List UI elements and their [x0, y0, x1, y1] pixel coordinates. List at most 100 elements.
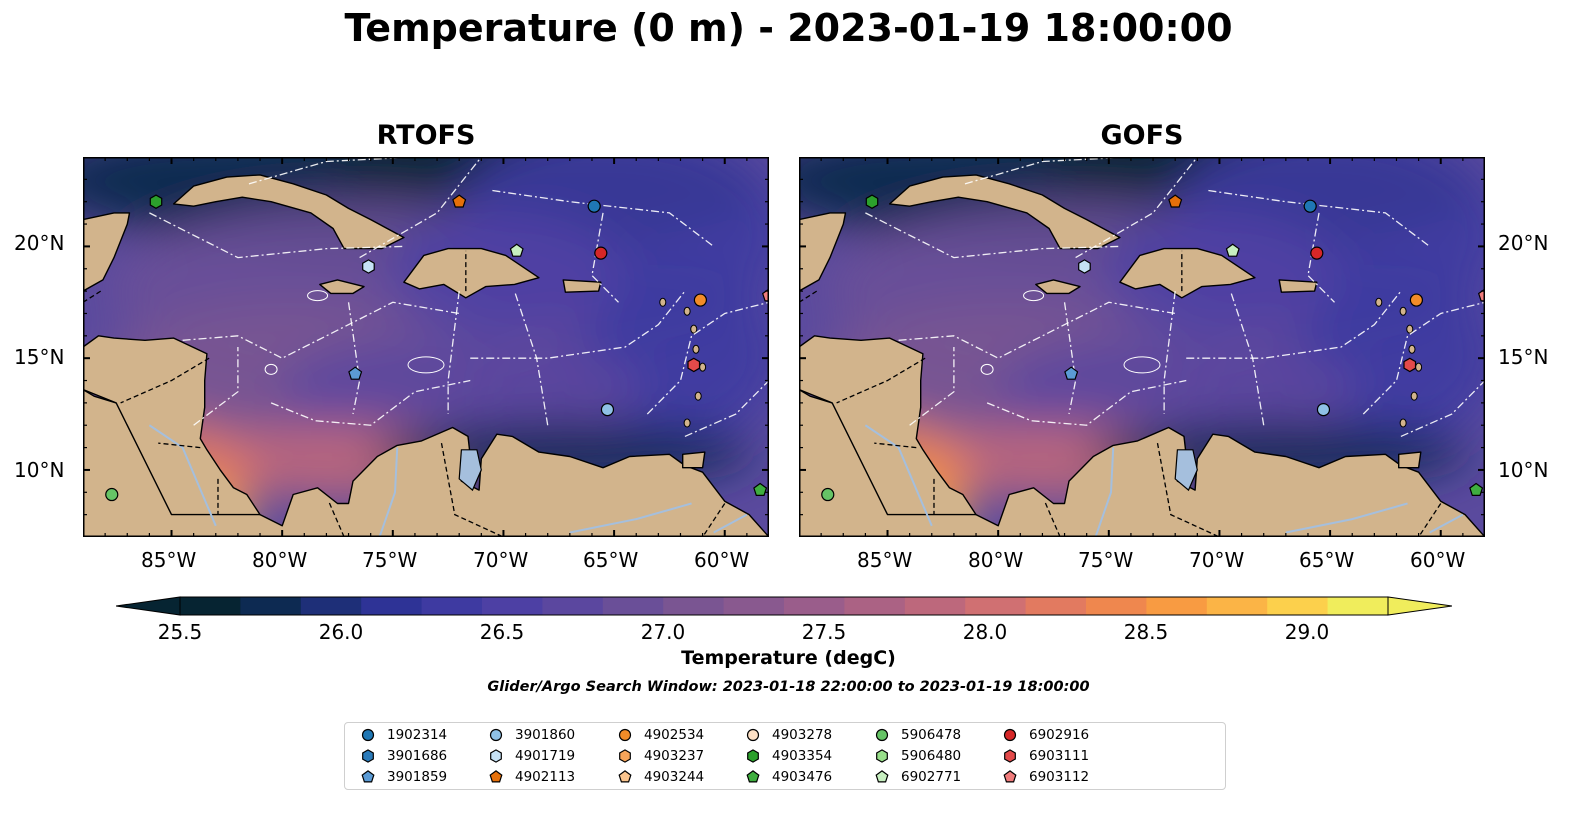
eez-boundary: [1163, 291, 1176, 415]
land-central-america: [83, 335, 261, 516]
lon-tick-label: 75°W: [362, 548, 418, 572]
legend-item: 4903354: [746, 748, 832, 764]
legend-item: 5906480: [875, 748, 961, 764]
legend-label: 1902314: [387, 727, 448, 743]
river: [1429, 513, 1464, 534]
legend-symbol: [746, 728, 760, 742]
land-hispaniola: [403, 247, 540, 299]
float-marker-5906478: [821, 487, 835, 502]
colorbar-segment: [1206, 597, 1268, 615]
legend-label: 6902771: [901, 769, 962, 785]
float-marker-1902314: [587, 199, 601, 213]
colorbar-segment: [904, 597, 966, 615]
river: [378, 447, 399, 537]
legend-label: 4903278: [772, 727, 833, 743]
lat-tick-label: 20°N: [1498, 231, 1549, 255]
land-yucatan: [799, 212, 847, 292]
lon-tick-label: 70°W: [1189, 548, 1245, 572]
legend-marker-pentagon: [489, 770, 503, 783]
contour-outline: [407, 356, 445, 374]
colorbar-segment: [300, 597, 362, 615]
legend-item: 4903244: [618, 769, 704, 785]
eez-boundary: [149, 212, 404, 259]
legend-item: 1902314: [361, 727, 447, 743]
colorbar-segment: [542, 597, 604, 615]
float-marker-4903354: [865, 194, 879, 209]
colorbar-tick-label: 26.5: [479, 620, 525, 644]
lon-tick-label: 85°W: [141, 548, 197, 572]
eez-boundary: [447, 291, 460, 415]
colorbar-segment: [482, 597, 543, 615]
eez-boundary: [986, 379, 1187, 426]
land-puerto-rico: [1278, 279, 1318, 293]
country-border: [328, 500, 345, 537]
legend-symbol: [875, 728, 889, 742]
float-marker-6902916: [594, 246, 608, 260]
country-border: [1418, 503, 1442, 537]
legend-marker-pentagon: [1003, 770, 1017, 783]
legend-symbol: [875, 770, 889, 783]
lon-tick-label: 80°W: [252, 548, 308, 572]
lon-tick-label: 65°W: [583, 548, 639, 572]
contour-outline: [980, 363, 994, 375]
colorbar-tick-label: 27.5: [801, 620, 847, 644]
legend-item: 4903476: [746, 769, 832, 785]
contour-outline: [1123, 356, 1161, 374]
legend-item: 6902771: [875, 769, 961, 785]
legend-symbol: [618, 770, 632, 783]
land-cuba: [173, 174, 405, 250]
legend-label: 4902534: [644, 727, 705, 743]
legend-marker-pentagon: [746, 770, 760, 783]
legend-item: 4903278: [746, 727, 832, 743]
river: [1285, 502, 1408, 534]
map-frame: [799, 157, 1485, 537]
land-island: [1406, 324, 1414, 334]
legend-marker-hexagon: [747, 749, 759, 763]
legend: 1902314 3901686 3901859 3901860 4901719 49021…: [344, 722, 1226, 790]
legend-marker-hexagon: [876, 749, 888, 763]
land-cuba: [889, 174, 1121, 250]
lon-tick-label: 75°W: [1078, 548, 1134, 572]
float-marker-3901860: [1316, 402, 1331, 417]
legend-marker-circle: [489, 728, 503, 742]
eez-boundary: [347, 302, 361, 415]
eez-boundary: [470, 290, 686, 359]
country-border: [874, 442, 917, 449]
lat-tick-label: 10°N: [1498, 458, 1549, 482]
float-marker-4902534: [1409, 293, 1424, 307]
legend-label: 6903112: [1029, 769, 1090, 785]
country-border: [836, 357, 926, 404]
legend-item: 4902113: [489, 769, 575, 785]
legend-symbol: [362, 749, 374, 763]
search-window-text: Glider/Argo Search Window: 2023-01-18 22…: [487, 679, 1090, 695]
float-marker-1902314: [1303, 199, 1317, 213]
float-marker-3901859: [348, 366, 363, 380]
eez-boundary: [898, 301, 1176, 359]
float-marker-6902771: [1225, 243, 1240, 257]
map-panel-rtofs[interactable]: [82, 156, 770, 538]
map-gofs-svg: [798, 156, 1486, 538]
lat-tick-label: 15°N: [14, 345, 65, 369]
legend-symbol: [489, 728, 503, 742]
land-island: [1408, 344, 1416, 354]
land-island: [683, 306, 691, 316]
float-marker-5906478: [105, 487, 119, 502]
legend-label: 6903111: [1029, 748, 1090, 764]
legend-marker-circle: [875, 728, 889, 742]
colorbar-segment: [663, 597, 725, 615]
land-yucatan: [83, 212, 131, 292]
contour-outline: [307, 290, 329, 302]
float-marker-3901859: [1064, 366, 1079, 380]
lat-tick-label: 20°N: [14, 231, 65, 255]
map-content: [83, 157, 769, 537]
contour-outline: [1023, 290, 1045, 302]
legend-label: 3901860: [515, 727, 576, 743]
river: [713, 513, 748, 534]
legend-item: 3901860: [489, 727, 575, 743]
eez-boundary: [684, 380, 769, 438]
river: [148, 424, 217, 527]
legend-item: 4902534: [618, 727, 704, 743]
float-marker-6902916: [1310, 246, 1324, 260]
land-island: [1410, 391, 1418, 401]
map-panel-gofs[interactable]: [798, 156, 1486, 538]
